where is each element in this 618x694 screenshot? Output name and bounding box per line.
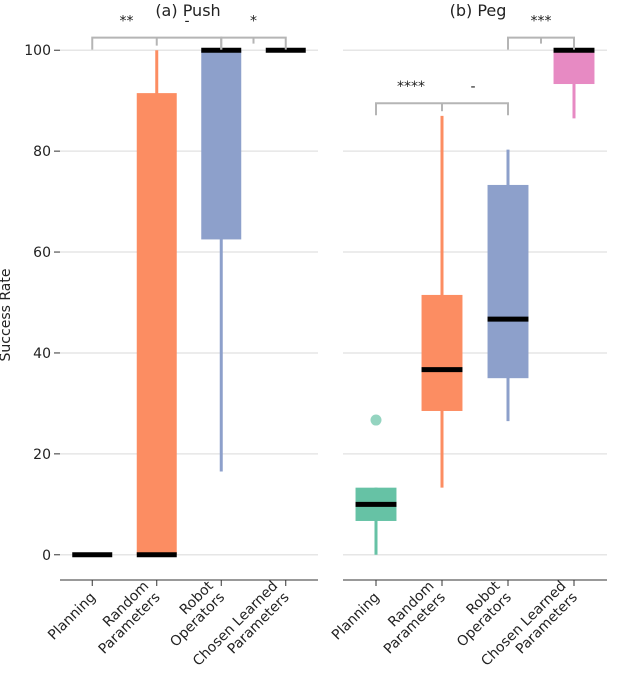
box [136, 93, 177, 555]
significance-bracket [220, 36, 287, 50]
x-tick-label: Planning [329, 590, 383, 644]
significance-label: * [250, 14, 257, 30]
box [201, 50, 242, 240]
x-tick-label: RandomParameters [84, 578, 163, 657]
x-tick-label: Planning [45, 590, 99, 644]
y-axis-label: Success Rate [0, 269, 14, 362]
y-tick-label: 80 [33, 144, 51, 160]
significance-label: - [470, 79, 475, 95]
x-tick-label-line: Planning [45, 590, 99, 644]
box [553, 50, 595, 85]
significance-bracket [507, 36, 575, 50]
significance-label: - [184, 14, 189, 30]
panel-push: (a) Push 0 20 40 60 80 100 Planning RandomParame… [24, 1, 318, 669]
panel-title: (a) Push [155, 1, 220, 20]
y-tick-label: 20 [33, 447, 51, 463]
y-tick-label: 40 [33, 346, 51, 362]
significance-label: **** [397, 79, 425, 95]
x-tick-label: RandomParameters [370, 578, 449, 657]
x-tick-label-line: Planning [329, 590, 383, 644]
box [487, 184, 529, 379]
outlier-point [370, 414, 382, 426]
y-tick-label: 60 [33, 245, 51, 261]
significance-label: ** [120, 14, 134, 30]
box [421, 294, 463, 411]
panel-title: (b) Peg [450, 1, 507, 20]
y-tick-label: 100 [24, 43, 51, 59]
y-tick-label: 0 [42, 548, 51, 564]
significance-label: *** [531, 14, 552, 30]
